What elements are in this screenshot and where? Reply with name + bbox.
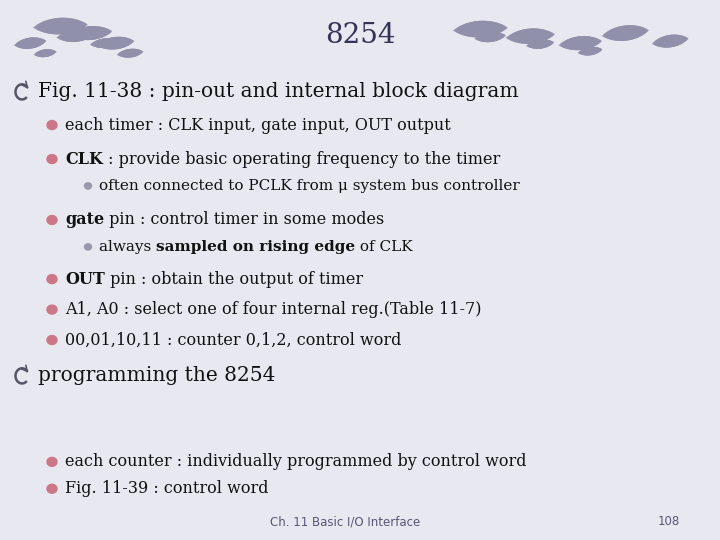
Text: OUT: OUT (65, 271, 104, 288)
Text: CLK: CLK (65, 151, 103, 167)
Text: Fig. 11-39 : control word: Fig. 11-39 : control word (65, 480, 269, 497)
Text: 108: 108 (658, 515, 680, 528)
Text: sampled on rising edge: sampled on rising edge (156, 240, 355, 254)
Text: Ch. 11 Basic I/O Interface: Ch. 11 Basic I/O Interface (270, 515, 420, 528)
Circle shape (47, 484, 57, 493)
Circle shape (47, 275, 57, 284)
Text: always: always (99, 240, 156, 254)
Text: of CLK: of CLK (355, 240, 413, 254)
Circle shape (47, 154, 57, 164)
Circle shape (47, 120, 57, 130)
Circle shape (47, 215, 57, 225)
Circle shape (84, 183, 91, 189)
Text: Fig. 11-38 : pin-out and internal block diagram: Fig. 11-38 : pin-out and internal block … (38, 83, 518, 102)
Text: pin : obtain the output of timer: pin : obtain the output of timer (104, 271, 363, 288)
Text: pin : control timer in some modes: pin : control timer in some modes (104, 212, 384, 228)
Circle shape (47, 305, 57, 314)
Text: often connected to PCLK from μ system bus controller: often connected to PCLK from μ system bu… (99, 179, 520, 193)
Text: each timer : CLK input, gate input, OUT output: each timer : CLK input, gate input, OUT … (65, 117, 451, 133)
Circle shape (84, 244, 91, 250)
Text: 00,01,10,11 : counter 0,1,2, control word: 00,01,10,11 : counter 0,1,2, control wor… (65, 332, 401, 348)
Circle shape (47, 335, 57, 345)
Text: each counter : individually programmed by control word: each counter : individually programmed b… (65, 454, 526, 470)
Text: 8254: 8254 (325, 22, 395, 49)
Text: : provide basic operating frequency to the timer: : provide basic operating frequency to t… (103, 151, 500, 167)
Circle shape (47, 457, 57, 467)
Text: A1, A0 : select one of four internal reg.(Table 11-7): A1, A0 : select one of four internal reg… (65, 301, 482, 318)
Text: programming the 8254: programming the 8254 (38, 366, 275, 386)
Text: gate: gate (65, 212, 104, 228)
